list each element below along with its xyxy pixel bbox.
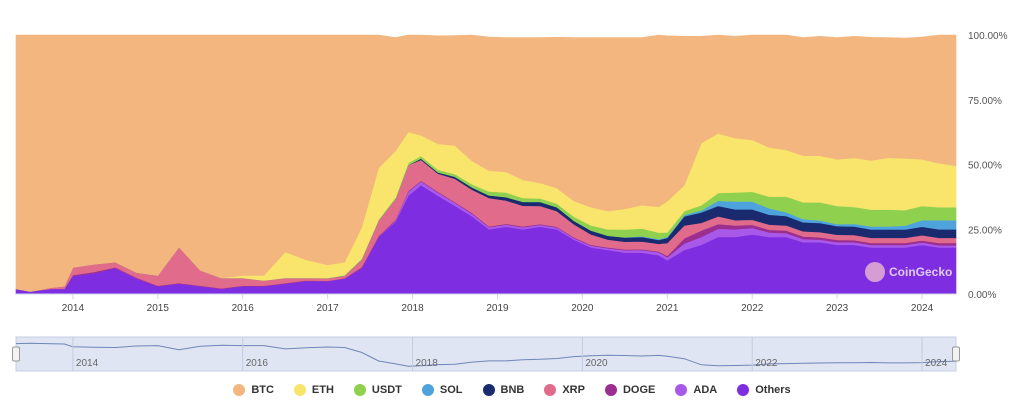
navigator-selection[interactable] [15, 336, 957, 372]
y-tick-label: 0.00% [968, 290, 996, 301]
navigator-tick-label: 2024 [925, 358, 948, 369]
navigator-tick-label: 2016 [246, 358, 269, 369]
stacked-areas [15, 34, 957, 295]
x-tick-label: 2019 [486, 303, 509, 314]
x-tick-label: 2016 [232, 303, 255, 314]
y-tick-label: 25.00% [968, 225, 1002, 236]
legend-swatch [675, 384, 688, 396]
navigator-series-line [15, 342, 957, 367]
x-tick-label: 2024 [911, 303, 934, 314]
area-btc [15, 34, 957, 292]
navigator-left-handle[interactable] [12, 346, 20, 362]
watermark-text: CoinGecko [889, 265, 953, 279]
legend-label: USDT [371, 384, 402, 396]
navigator-tick-label: 2018 [416, 358, 439, 369]
legend-item-btc[interactable]: BTC [233, 384, 274, 396]
coingecko-logo-icon [865, 262, 885, 282]
legend-label: BNB [500, 384, 525, 396]
legend-item-doge[interactable]: DOGE [604, 384, 656, 396]
x-tick-label: 2017 [317, 303, 340, 314]
x-axis: 2014 2015 2016 2017 2018 2019 2020 2021 2022 2023… [16, 293, 956, 314]
navigator-tick-label: 2022 [755, 358, 778, 369]
legend-item-bnb[interactable]: BNB [482, 384, 525, 396]
legend-swatch [293, 384, 306, 396]
legend-swatch [544, 384, 557, 396]
legend-label: DOGE [622, 384, 656, 396]
legend-label: Others [755, 384, 791, 396]
legend-swatch [233, 384, 246, 396]
legend-item-ada[interactable]: ADA [675, 384, 717, 396]
navigator-right-handle[interactable] [952, 346, 960, 362]
legend-label: ADA [693, 384, 718, 396]
legend-item-eth[interactable]: ETH [293, 384, 334, 396]
legend-label: SOL [439, 384, 463, 396]
x-tick-label: 2015 [147, 303, 170, 314]
market-dominance-chart: 0.00%25.00%50.00%75.00%100.00% 2014 2015 2… [12, 31, 1008, 372]
y-tick-label: 75.00% [968, 96, 1002, 107]
range-navigator[interactable]: 2014 2016 2018 2020 2022 2024 [12, 336, 960, 372]
navigator-tick-label: 2020 [585, 358, 608, 369]
legend-label: BTC [251, 384, 274, 396]
y-axis: 0.00% 25.00% 50.00% 75.00% 100.00% [968, 31, 1008, 301]
legend-item-sol[interactable]: SOL [421, 384, 463, 396]
legend-item-xrp[interactable]: XRP [544, 384, 585, 396]
legend-swatch [353, 384, 366, 396]
legend-label: XRP [562, 384, 585, 396]
y-tick-label: 100.00% [968, 31, 1008, 42]
legend-item-usdt[interactable]: USDT [353, 384, 402, 396]
x-tick-label: 2021 [656, 303, 679, 314]
legend-swatch [737, 384, 750, 396]
x-tick-label: 2022 [741, 303, 764, 314]
y-tick-label: 50.00% [968, 161, 1002, 172]
legend-item-others[interactable]: Others [737, 384, 791, 396]
legend-swatch [604, 384, 617, 396]
navigator-tick-label: 2014 [76, 358, 99, 369]
x-tick-label: 2014 [62, 303, 85, 314]
x-tick-label: 2018 [401, 303, 424, 314]
legend-label: ETH [311, 384, 334, 396]
x-tick-label: 2023 [826, 303, 849, 314]
legend-swatch [482, 384, 495, 396]
x-tick-label: 2020 [571, 303, 594, 314]
coingecko-watermark: CoinGecko [865, 262, 952, 282]
legend-swatch [421, 384, 434, 396]
chart-legend: BTC ETH USDT SOL BNB XRP DOGE ADA Others [0, 380, 1024, 400]
